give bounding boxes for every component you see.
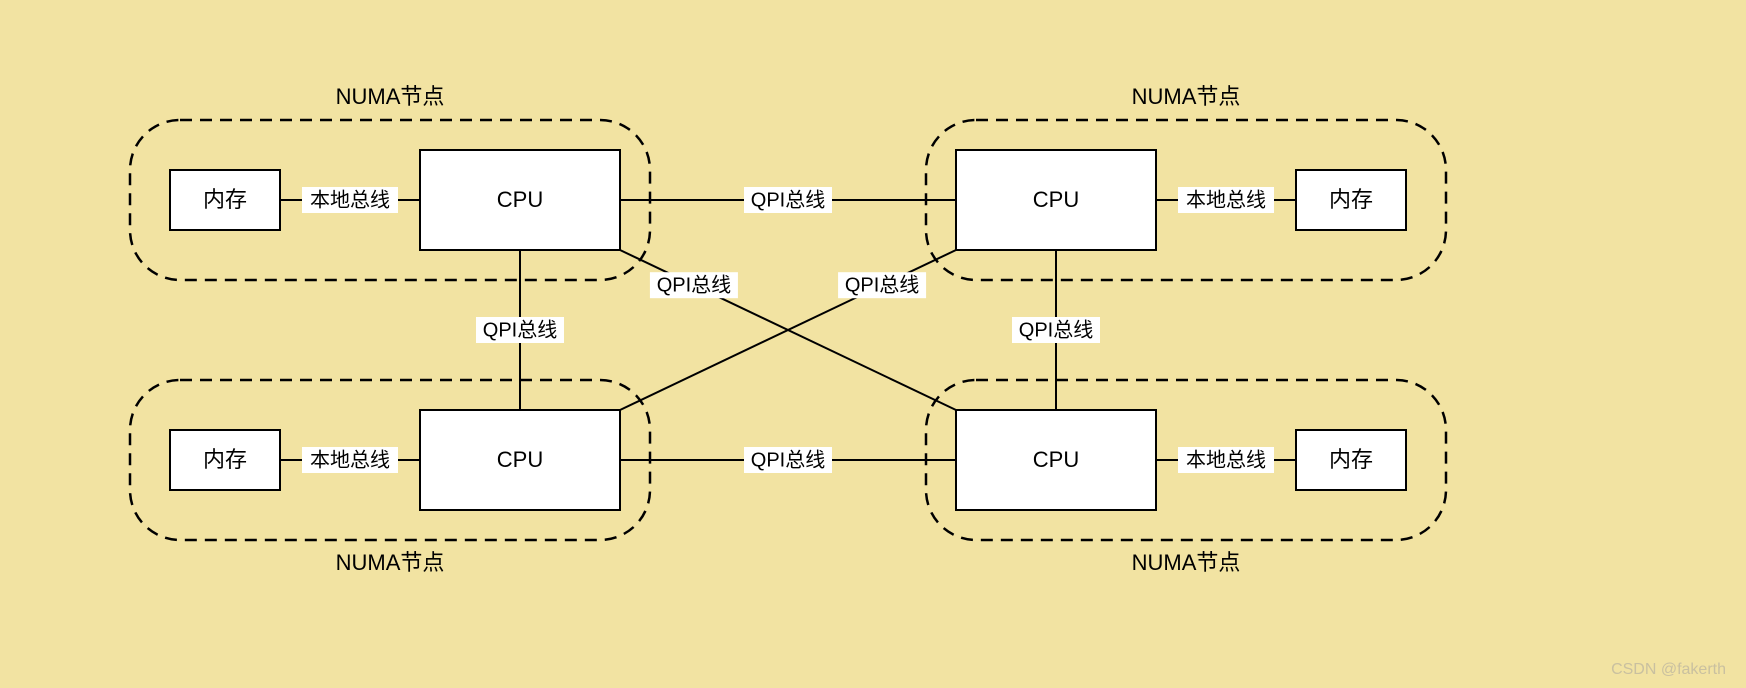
numa-title-numa-br: NUMA节点 (1132, 550, 1241, 575)
node-label-cpu-tr: CPU (1033, 187, 1079, 212)
edge-label-4: QPI总线 (751, 188, 825, 211)
edge-label-2: 本地总线 (310, 448, 390, 471)
node-label-mem-tl: 内存 (203, 187, 247, 212)
background (0, 0, 1746, 688)
edge-label-9: QPI总线 (845, 273, 919, 296)
node-label-mem-tr: 内存 (1329, 187, 1373, 212)
edge-label-5: QPI总线 (751, 448, 825, 471)
node-label-cpu-tl: CPU (497, 187, 543, 212)
numa-title-numa-tl: NUMA节点 (336, 84, 445, 109)
edge-label-0: 本地总线 (310, 188, 390, 211)
numa-title-numa-tr: NUMA节点 (1132, 84, 1241, 109)
watermark: CSDN @fakerth (1611, 661, 1726, 678)
node-label-cpu-bl: CPU (497, 447, 543, 472)
node-label-mem-br: 内存 (1329, 447, 1373, 472)
edge-label-8: QPI总线 (657, 273, 731, 296)
node-label-cpu-br: CPU (1033, 447, 1079, 472)
numa-title-numa-bl: NUMA节点 (336, 550, 445, 575)
diagram-canvas: 内存CPUCPU内存内存CPUCPU内存本地总线本地总线本地总线本地总线QPI总… (0, 0, 1746, 688)
edge-label-3: 本地总线 (1186, 448, 1266, 471)
edge-label-7: QPI总线 (1019, 318, 1093, 341)
node-label-mem-bl: 内存 (203, 447, 247, 472)
edge-label-6: QPI总线 (483, 318, 557, 341)
edge-label-1: 本地总线 (1186, 188, 1266, 211)
